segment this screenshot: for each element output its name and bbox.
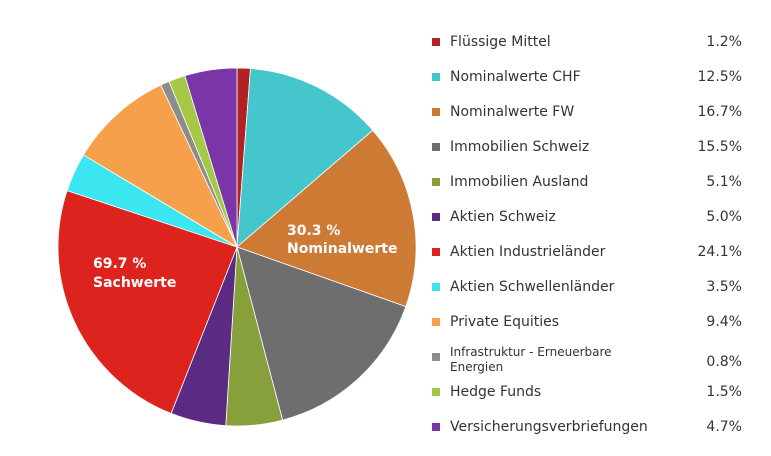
legend-item: Aktien Industrieländer 24.1% [430,242,760,277]
legend-swatch [432,248,440,256]
legend-swatch [432,423,440,431]
legend-value: 15.5% [698,137,742,157]
group-label-nominal-percent: 30.3 % [287,223,340,239]
group-label-sach-percent: 69.7 % [93,256,146,272]
pie-chart: 30.3 % Nominalwerte 69.7 % Sachwerte [0,0,470,456]
legend-item: Infrastruktur - Erneuerbare Energien 0.8… [430,347,760,382]
group-label-nominal-name: Nominalwerte [287,241,397,257]
legend-swatch [432,283,440,291]
legend-swatch [432,318,440,326]
legend-value: 5.1% [706,172,742,192]
legend-value: 16.7% [698,102,742,122]
legend-item: Flüssige Mittel 1.2% [430,32,760,67]
legend-label: Flüssige Mittel [450,32,551,52]
legend-swatch [432,73,440,81]
legend-label: Nominalwerte CHF [450,67,581,87]
legend-value: 0.8% [706,352,742,372]
legend-item: Private Equities 9.4% [430,312,760,347]
legend-value: 1.5% [706,382,742,402]
legend-item: Immobilien Ausland 5.1% [430,172,760,207]
legend-swatch [432,143,440,151]
legend-value: 5.0% [706,207,742,227]
legend-label: Nominalwerte FW [450,102,574,122]
legend-value: 3.5% [706,277,742,297]
legend-swatch [432,178,440,186]
legend-item: Nominalwerte CHF 12.5% [430,67,760,102]
legend-value: 12.5% [698,67,742,87]
legend-label: Aktien Industrieländer [450,242,605,262]
legend-swatch [432,213,440,221]
legend-label: Aktien Schweiz [450,207,556,227]
legend-label: Private Equities [450,312,559,332]
legend-swatch [432,108,440,116]
legend-value: 24.1% [698,242,742,262]
legend-swatch [432,388,440,396]
legend-value: 4.7% [706,417,742,437]
legend: Flüssige Mittel 1.2% Nominalwerte CHF 12… [430,32,760,452]
legend-label: Immobilien Schweiz [450,137,589,157]
legend-item: Nominalwerte FW 16.7% [430,102,760,137]
legend-label: Infrastruktur - Erneuerbare Energien [450,345,650,375]
legend-value: 1.2% [706,32,742,52]
legend-label: Hedge Funds [450,382,541,402]
legend-item: Aktien Schweiz 5.0% [430,207,760,242]
legend-value: 9.4% [706,312,742,332]
group-label-sach-name: Sachwerte [93,275,176,291]
legend-label: Immobilien Ausland [450,172,588,192]
legend-item: Immobilien Schweiz 15.5% [430,137,760,172]
legend-item: Versicherungsverbriefungen 4.7% [430,417,760,452]
legend-label: Versicherungsverbriefungen [450,417,648,437]
legend-swatch [432,353,440,361]
legend-item: Hedge Funds 1.5% [430,382,760,417]
legend-swatch [432,38,440,46]
legend-label: Aktien Schwellenländer [450,277,614,297]
legend-item: Aktien Schwellenländer 3.5% [430,277,760,312]
